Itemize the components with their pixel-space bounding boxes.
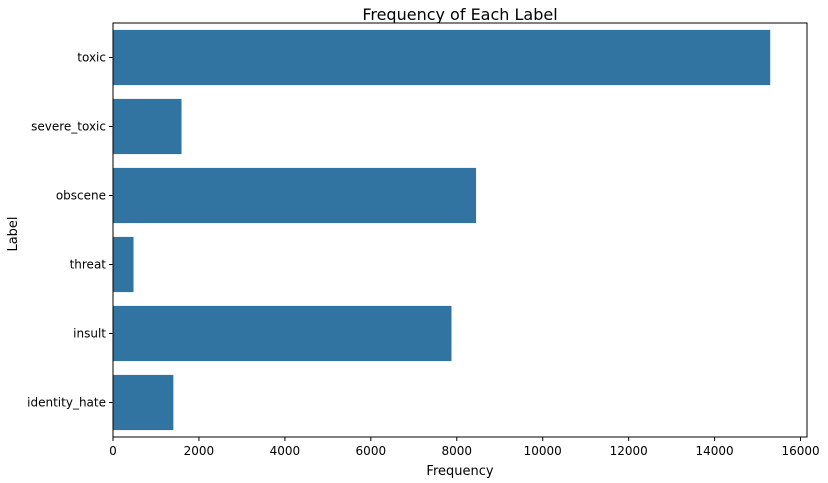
x-axis-label: Frequency: [426, 464, 493, 479]
y-tick-label: threat: [70, 258, 107, 272]
x-tick-label: 0: [109, 444, 117, 458]
bar-threat: [113, 236, 134, 293]
x-tick-label: 8000: [442, 444, 473, 458]
y-tick-label: insult: [73, 327, 106, 341]
y-tick-label: identity_hate: [27, 396, 106, 410]
x-tick-label: 14000: [696, 444, 734, 458]
y-axis-label: Label: [6, 216, 21, 251]
chart-title: Frequency of Each Label: [362, 5, 557, 24]
x-tick-label: 12000: [610, 444, 648, 458]
plot-frame: [112, 22, 808, 438]
bar-identity_hate: [113, 374, 174, 431]
bar-toxic: [113, 29, 771, 86]
x-tick-label: 10000: [524, 444, 562, 458]
y-tick-label: severe_toxic: [31, 120, 106, 134]
x-tick-label: 4000: [270, 444, 301, 458]
y-tick-label: toxic: [77, 51, 106, 65]
y-tick-label: obscene: [56, 189, 106, 203]
x-tick-label: 16000: [781, 444, 819, 458]
x-tick-label: 6000: [356, 444, 387, 458]
x-tick-label: 2000: [184, 444, 215, 458]
bar-insult: [113, 305, 452, 362]
bar-obscene: [113, 167, 477, 224]
bar-severe_toxic: [113, 98, 182, 155]
